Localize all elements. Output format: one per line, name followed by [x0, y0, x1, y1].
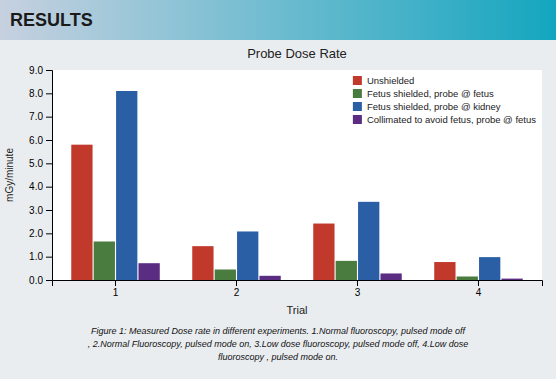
x-tick: 3: [355, 280, 361, 298]
x-tick: 1: [113, 280, 119, 298]
y-axis-line: [46, 71, 53, 281]
x-tick-mark: [236, 280, 237, 286]
legend-item: Fetus shielded, probe @ fetus: [353, 88, 494, 99]
bar: [192, 246, 213, 280]
legend-item: Collimated to avoid fetus, probe @ fetus: [353, 114, 536, 125]
legend-swatch: [353, 76, 362, 85]
x-tick: 2: [234, 280, 240, 298]
y-tick-label: 8.0: [29, 88, 43, 99]
legend-label: Fetus shielded, probe @ fetus: [367, 88, 494, 99]
plot-background: [52, 70, 542, 280]
y-tick-label: 1.0: [29, 251, 43, 262]
y-tick-mark: [46, 257, 52, 258]
legend-label: Fetus shielded, probe @ kidney: [367, 101, 501, 112]
bar: [259, 276, 280, 280]
legend-swatch: [353, 102, 362, 111]
legend-label: Collimated to avoid fetus, probe @ fetus: [367, 114, 536, 125]
x-tick-mark: [115, 280, 116, 286]
y-tick-mark: [46, 163, 52, 164]
y-tick: 4.0: [29, 181, 52, 192]
bar: [336, 261, 357, 280]
y-tick-label: 7.0: [29, 111, 43, 122]
header-band: [0, 0, 556, 40]
y-tick-label: 4.0: [29, 181, 43, 192]
bar: [237, 231, 258, 280]
chart: RESULTS 0.0 1.0 2.0 3.0 4.0 5.0 6.0 7.0 8.0 9.0 1 2 3…: [0, 0, 556, 379]
y-tick: 5.0: [29, 158, 52, 169]
caption-line: fluoroscopy , pulsed mode on.: [218, 352, 338, 362]
bar: [380, 273, 401, 280]
x-tick-label: 1: [113, 287, 119, 298]
legend-swatch: [353, 89, 362, 98]
y-axis-label: mGy/minute: [4, 148, 15, 202]
y-tick-label: 5.0: [29, 158, 43, 169]
bar: [71, 145, 92, 280]
title: Probe Dose Rate: [247, 46, 347, 61]
x-tick-mark: [357, 280, 358, 286]
legend: Unshielded Fetus shielded, probe @ fetus F…: [353, 75, 536, 125]
y-tick: 8.0: [29, 88, 52, 99]
bar: [434, 262, 455, 280]
legend-item: Unshielded: [353, 75, 415, 86]
y-tick-mark: [46, 187, 52, 188]
y-tick: 3.0: [29, 205, 52, 216]
legend-item: Fetus shielded, probe @ kidney: [353, 101, 501, 112]
x-axis-label: Trial: [287, 304, 308, 316]
x-axis: 1 2 3 4: [53, 280, 543, 298]
bar: [313, 224, 334, 280]
bar: [138, 263, 159, 280]
x-axis-line: [53, 281, 543, 287]
y-tick-label: 0.0: [29, 275, 43, 286]
y-tick-mark: [46, 70, 52, 71]
y-tick-label: 2.0: [29, 228, 43, 239]
bar-series: [138, 263, 522, 280]
y-tick-label: 9.0: [29, 65, 43, 76]
y-tick-mark: [46, 210, 52, 211]
caption-line: Figure 1: Measured Dose rate in differen…: [91, 326, 467, 336]
y-tick-mark: [46, 93, 52, 94]
y-tick: 9.0: [29, 65, 52, 76]
y-tick-mark: [46, 233, 52, 234]
caption: Figure 1: Measured Dose rate in differen…: [88, 326, 468, 362]
x-tick-label: 2: [234, 287, 240, 298]
bar: [94, 242, 115, 281]
y-axis: 0.0 1.0 2.0 3.0 4.0 5.0 6.0 7.0 8.0 9.0: [29, 65, 52, 286]
header-text: RESULTS: [10, 10, 93, 30]
x-tick-label: 4: [476, 287, 482, 298]
y-tick-mark: [46, 117, 52, 118]
y-tick-mark: [46, 280, 52, 281]
bar: [501, 279, 522, 280]
bar-series: [94, 242, 478, 281]
x-tick: 4: [476, 280, 482, 298]
y-tick-label: 3.0: [29, 205, 43, 216]
background: [0, 0, 556, 379]
legend-label: Unshielded: [367, 75, 415, 86]
y-tick: 1.0: [29, 251, 52, 262]
y-tick-mark: [46, 140, 52, 141]
legend-swatch: [353, 115, 362, 124]
x-tick-label: 3: [355, 287, 361, 298]
y-tick: 2.0: [29, 228, 52, 239]
bar: [457, 277, 478, 281]
y-tick: 0.0: [29, 275, 52, 286]
caption-line: , 2.Normal Fluoroscopy, pulsed mode on, …: [88, 339, 468, 349]
bar: [116, 91, 137, 280]
y-tick: 6.0: [29, 135, 52, 146]
x-tick-mark: [478, 280, 479, 286]
plot: 0.0 1.0 2.0 3.0 4.0 5.0 6.0 7.0 8.0 9.0 1 2 3 4 Unshie…: [29, 65, 542, 298]
y-tick: 7.0: [29, 111, 52, 122]
bar: [358, 202, 379, 280]
bar: [215, 270, 236, 281]
y-tick-label: 6.0: [29, 135, 43, 146]
bar: [479, 257, 500, 280]
